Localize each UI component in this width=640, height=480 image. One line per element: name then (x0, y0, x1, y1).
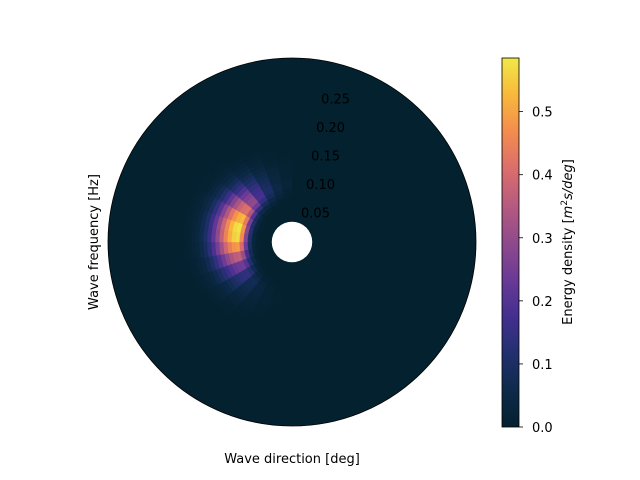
colorbar-tick-label: 0.2 (532, 295, 553, 310)
y-axis-label: Wave frequency [Hz] (87, 174, 102, 310)
spectrum-cell (255, 241, 261, 249)
radial-tick-label: 0.15 (311, 150, 340, 165)
spectrum-cell (226, 154, 244, 168)
radial-tick-label: 0.10 (306, 178, 335, 193)
spectrum-cell (247, 234, 253, 243)
colorbar-fill (502, 58, 519, 427)
colorbar-ticks: 0.0 0.1 0.2 0.3 0.4 0.5 (519, 106, 553, 436)
spectrum-cell (197, 171, 212, 190)
radial-tick-label: 0.25 (321, 93, 350, 108)
colorbar-tick-label: 0.1 (532, 358, 553, 373)
radial-tick-label: 0.20 (316, 121, 345, 136)
colorbar-tick-label: 0.3 (532, 232, 553, 247)
spectrum-cell (276, 156, 293, 163)
spectrum-cell (211, 161, 228, 178)
colorbar-tick-label: 0.5 (532, 106, 553, 121)
radial-tick-labels: 0.05 0.10 0.15 0.20 0.25 (301, 93, 350, 222)
colorbar: 0.0 0.1 0.2 0.3 0.4 0.5 Energy density [m2s/d… (501, 57, 576, 436)
spectrum-cells (182, 150, 293, 320)
polar-border (107, 57, 477, 427)
spectrum-cell (247, 241, 253, 250)
radial-tick-label: 0.05 (301, 207, 330, 222)
spectrum-cell (255, 235, 261, 243)
colorbar-label-prefix: Energy density [ (561, 218, 576, 325)
x-axis-label: Wave direction [deg] (224, 452, 360, 467)
colorbar-label: Energy density [m2s/deg] (560, 159, 576, 325)
colorbar-label-unit-m: m (561, 206, 576, 219)
colorbar-tick-label: 0.4 (532, 169, 553, 184)
polar-plot-area (107, 57, 477, 427)
colorbar-frame (501, 57, 520, 428)
spectrum-cell (251, 234, 257, 243)
colorbar-label-suffix: ] (561, 159, 576, 164)
spectrum-cell (259, 150, 277, 159)
spectrum-cell (243, 150, 261, 162)
colorbar-tick-label: 0.0 (532, 421, 553, 436)
colorbar-label-exponent: 2 (560, 200, 570, 206)
colorbar-label-unit-rest: s/deg (561, 164, 576, 200)
center-hole (271, 221, 313, 263)
spectrum-cell (251, 241, 257, 250)
